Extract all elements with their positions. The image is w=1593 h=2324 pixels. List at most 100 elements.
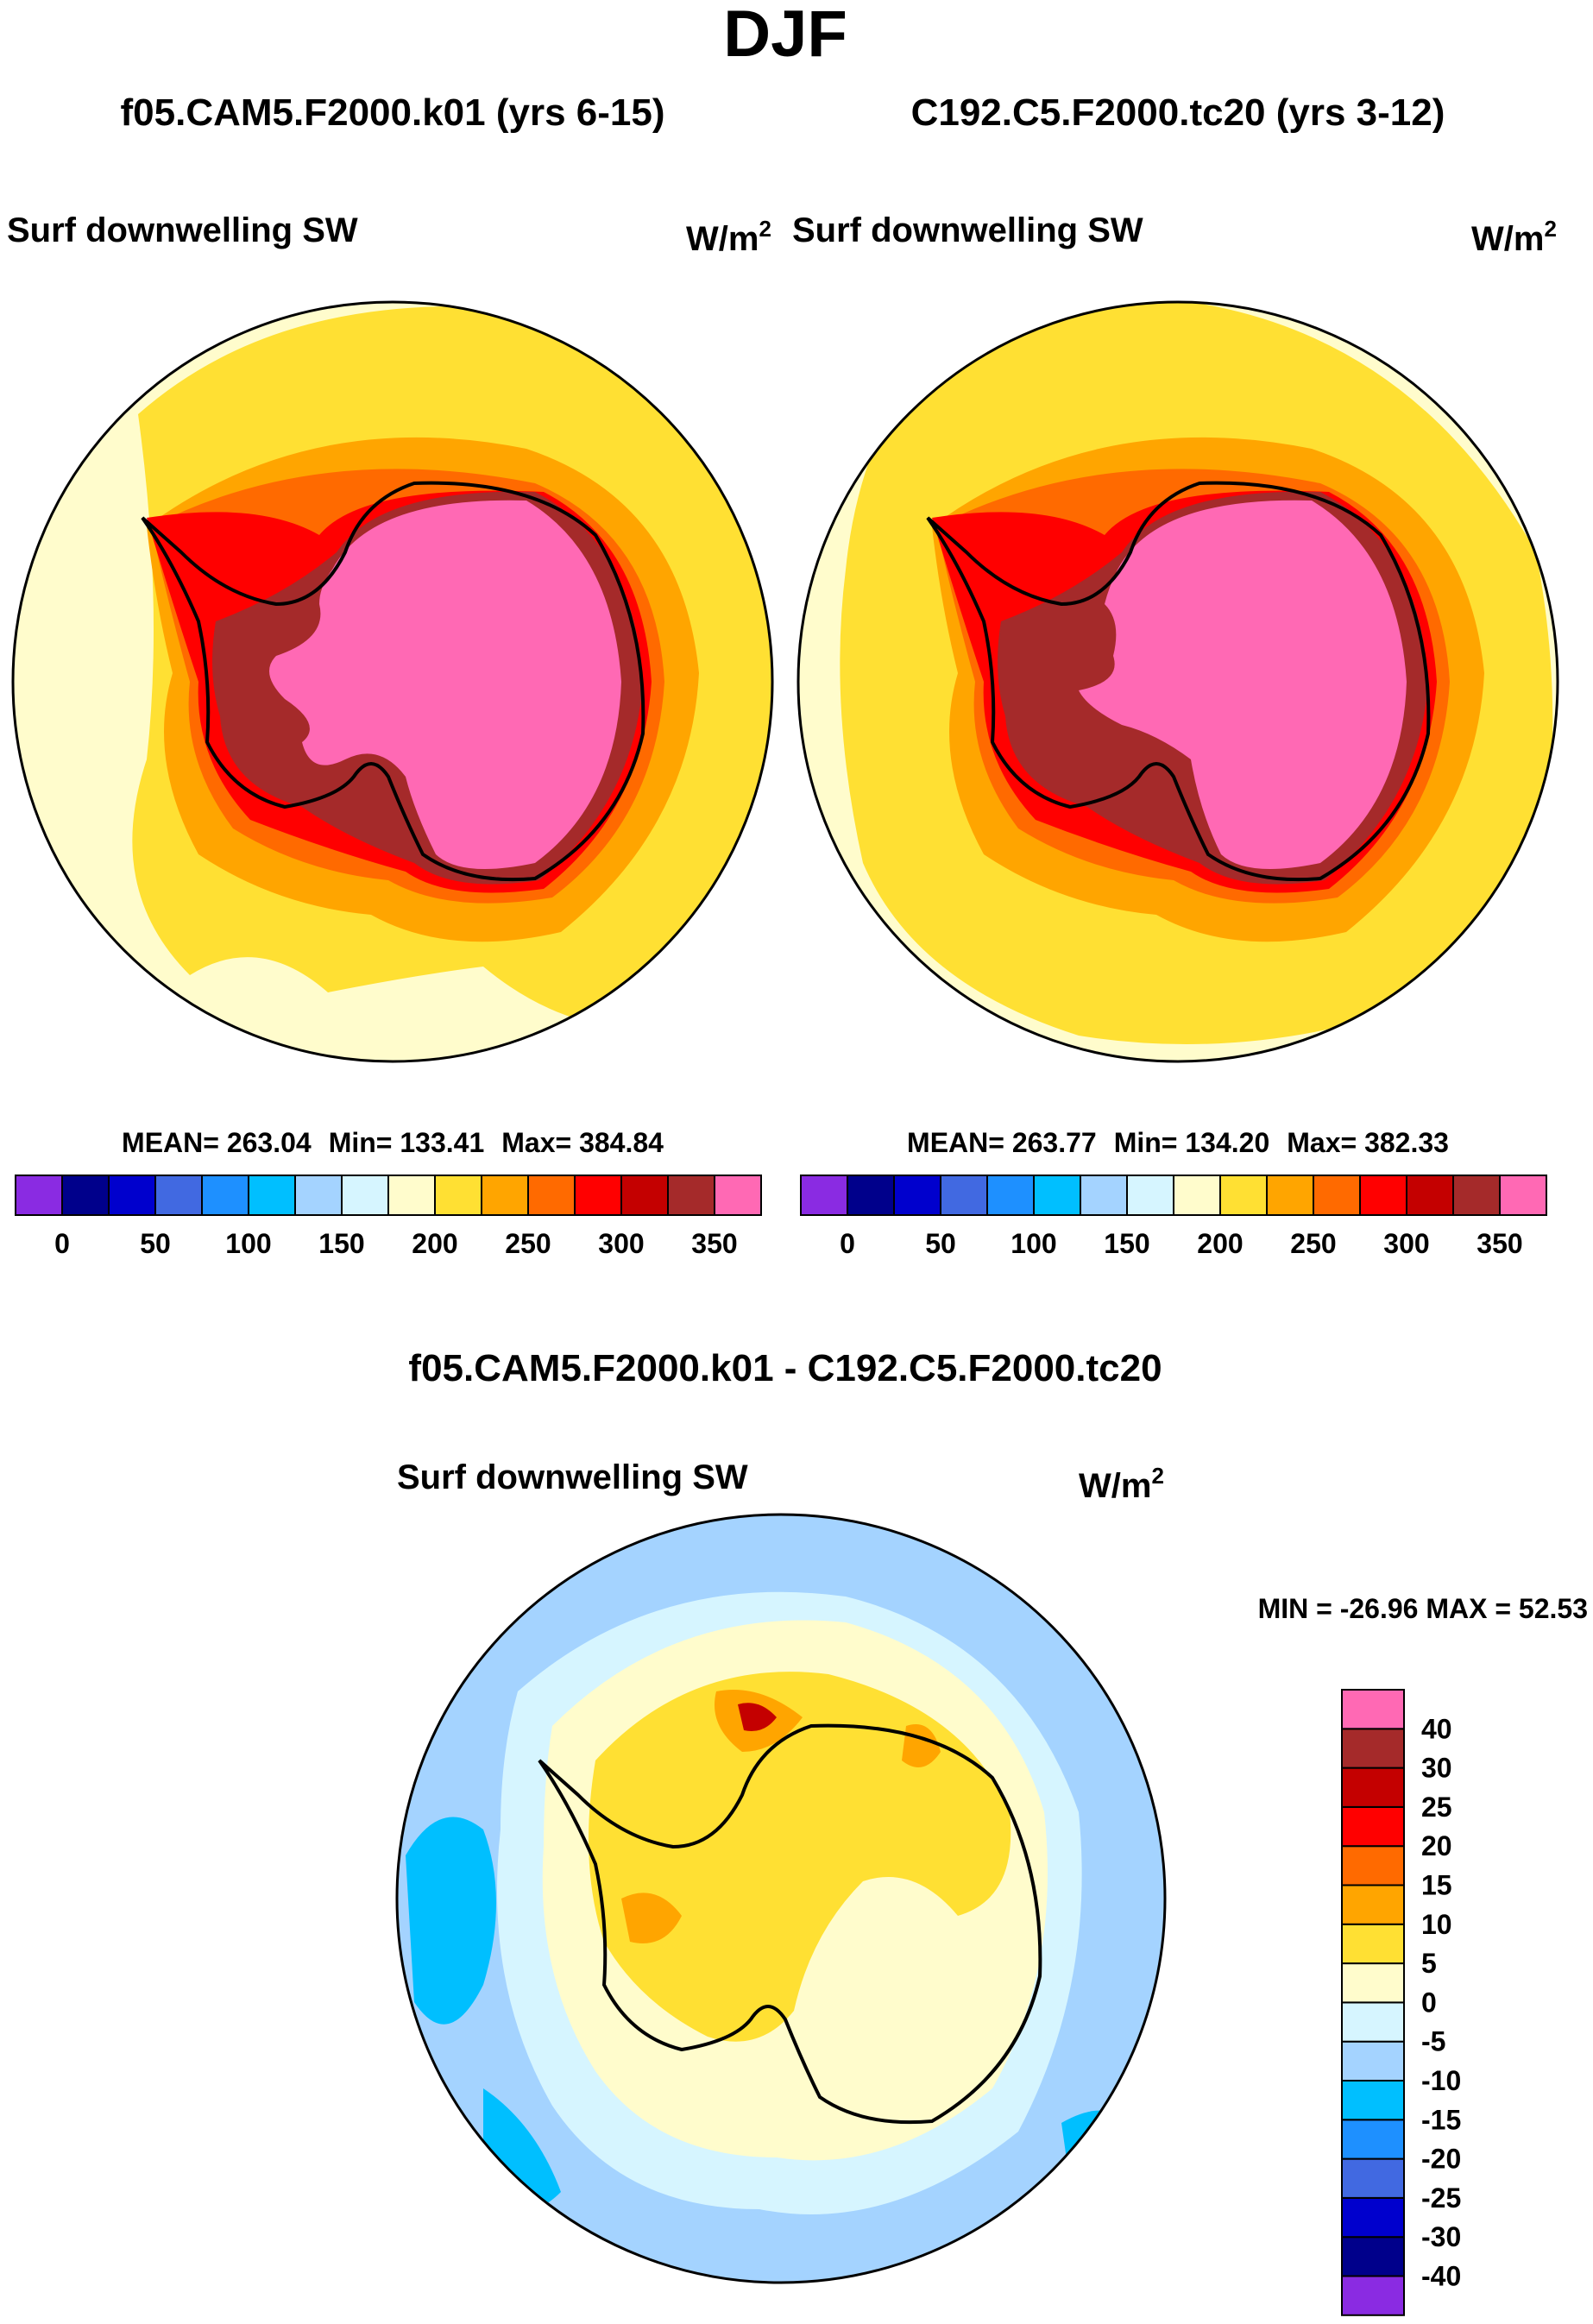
left-colorbar-label: 100 (225, 1228, 271, 1259)
diff-colorbar-swatch (1341, 1767, 1405, 1808)
left-colorbar-label: 0 (54, 1228, 70, 1259)
diff-colorbar-label: 0 (1421, 1987, 1437, 2018)
diff-cyan-patch-east (1061, 2110, 1148, 2191)
diff-units-base: W/m (1079, 1467, 1151, 1505)
left-colorbar-swatch (387, 1175, 436, 1216)
right-colorbar-label: 250 (1290, 1228, 1336, 1259)
diff-colorbar-swatch (1341, 1884, 1405, 1925)
left-max-value: 384.84 (579, 1127, 664, 1158)
right-panel-title: C192.C5.F2000.tc20 (yrs 3-12) (911, 91, 1445, 134)
diff-colorbar-swatch (1341, 1689, 1405, 1730)
right-colorbar-label: 350 (1477, 1228, 1522, 1259)
left-units: W/m2 (686, 216, 771, 258)
right-mean-value: 263.77 (1012, 1127, 1097, 1158)
right-colorbar-label: 100 (1011, 1228, 1056, 1259)
left-polar-map (11, 300, 774, 1063)
right-colorbar-swatch (986, 1175, 1035, 1216)
left-colorbar-label: 50 (140, 1228, 171, 1259)
diff-cyan-patch-west (406, 1817, 496, 2025)
right-colorbar-label: 150 (1104, 1228, 1149, 1259)
diff-colorbar-swatch (1341, 1728, 1405, 1769)
diff-colorbar-swatch (1341, 1805, 1405, 1848)
right-colorbar-swatch (1080, 1175, 1128, 1216)
diff-coastline (538, 1723, 1042, 2125)
left-colorbar-swatch (714, 1175, 762, 1216)
right-colorbar: 0 50 100 150 200 250 300 350 (800, 1175, 1547, 1259)
right-colorbar-swatch (1406, 1175, 1454, 1216)
right-colorbar-swatch (1313, 1175, 1361, 1216)
diff-colorbar-label: -30 (1421, 2221, 1461, 2252)
right-mean-prefix: MEAN= (907, 1127, 1012, 1158)
left-colorbar-label: 350 (691, 1228, 737, 1259)
right-colorbar-swatch (1033, 1175, 1081, 1216)
right-colorbar-swatch (1219, 1175, 1268, 1216)
left-colorbar-swatch (341, 1175, 389, 1216)
diff-units: W/m2 (1079, 1463, 1164, 1505)
right-min-prefix: Min= (1114, 1127, 1186, 1158)
left-colorbar-swatch (527, 1175, 576, 1216)
left-max-prefix: Max= (501, 1127, 579, 1158)
right-units-exp: 2 (1544, 216, 1556, 242)
diff-orange-patches (621, 1690, 941, 1943)
left-mean-prefix: MEAN= (122, 1127, 227, 1158)
diff-colorbar-swatch (1341, 2040, 1405, 2082)
diff-colorbar-swatch (1341, 2119, 1405, 2160)
left-mean-value: 263.04 (227, 1127, 312, 1158)
right-polar-map (796, 300, 1559, 1063)
diff-colorbar-label: -25 (1421, 2182, 1461, 2214)
diff-map-border (395, 1513, 1167, 2284)
right-colorbar-swatch (1126, 1175, 1174, 1216)
diff-dark-red-patch (738, 1703, 777, 1731)
diff-colorbar-swatch (1341, 1923, 1405, 1965)
diff-colorbar-swatch (1341, 2080, 1405, 2121)
right-colorbar-label: 0 (840, 1228, 855, 1259)
diff-colorbar-swatch (1341, 1962, 1405, 2004)
left-min-prefix: Min= (329, 1127, 400, 1158)
left-colorbar-swatch (434, 1175, 482, 1216)
right-max-value: 382.33 (1364, 1127, 1449, 1158)
left-colorbar-label: 200 (412, 1228, 457, 1259)
diff-colorbar-label: -10 (1421, 2065, 1461, 2096)
left-variable-label: Surf downwelling SW (7, 211, 358, 249)
diff-colorbar: -40 -30 -25 -20 -15 -10 -5 0 5 10 15 20 25 30 40 (1341, 1689, 1461, 2316)
season-title: DJF (723, 0, 847, 71)
left-colorbar-swatch (481, 1175, 529, 1216)
left-colorbar-swatch (574, 1175, 622, 1216)
right-colorbar-label: 300 (1383, 1228, 1429, 1259)
right-colorbar-swatch (1266, 1175, 1314, 1216)
diff-colorbar-swatch (1341, 1845, 1405, 1886)
diff-colorbar-label: 30 (1421, 1753, 1452, 1784)
diff-colorbar-swatch (1341, 2236, 1405, 2277)
right-colorbar-swatch (800, 1175, 848, 1216)
diff-variable-label: Surf downwelling SW (397, 1458, 748, 1496)
right-units: W/m2 (1471, 216, 1557, 258)
diff-colorbar-label: -5 (1421, 2026, 1445, 2057)
right-colorbar-swatch (847, 1175, 895, 1216)
diff-polar-map (395, 1513, 1167, 2284)
diff-colorbar-swatch (1341, 2001, 1405, 2043)
left-colorbar-swatch (15, 1175, 63, 1216)
right-coastline (926, 481, 1431, 882)
right-colorbar-swatch (940, 1175, 988, 1216)
right-colorbar-swatch (1173, 1175, 1221, 1216)
left-colorbar-swatch (61, 1175, 110, 1216)
diff-colorbar-label: 40 (1421, 1713, 1452, 1744)
left-colorbar-swatch (294, 1175, 343, 1216)
left-colorbar-label: 300 (598, 1228, 644, 1259)
left-map-border (11, 300, 774, 1063)
left-min-value: 133.41 (400, 1127, 484, 1158)
left-colorbar-swatch (108, 1175, 156, 1216)
right-variable-label: Surf downwelling SW (792, 211, 1143, 249)
diff-colorbar-label: 25 (1421, 1792, 1452, 1823)
left-colorbar-swatch (248, 1175, 296, 1216)
diff-colorbar-label: -40 (1421, 2261, 1461, 2292)
right-colorbar-label: 200 (1197, 1228, 1243, 1259)
diff-yellow-zone (589, 1672, 1011, 2042)
diff-units-exp: 2 (1151, 1463, 1163, 1489)
right-colorbar-swatch (1452, 1175, 1501, 1216)
left-units-base: W/m (686, 220, 759, 258)
right-colorbar-swatch (1359, 1175, 1407, 1216)
right-units-base: W/m (1471, 220, 1544, 258)
diff-minmax: MIN = -26.96 MAX = 52.53 (1258, 1593, 1588, 1624)
